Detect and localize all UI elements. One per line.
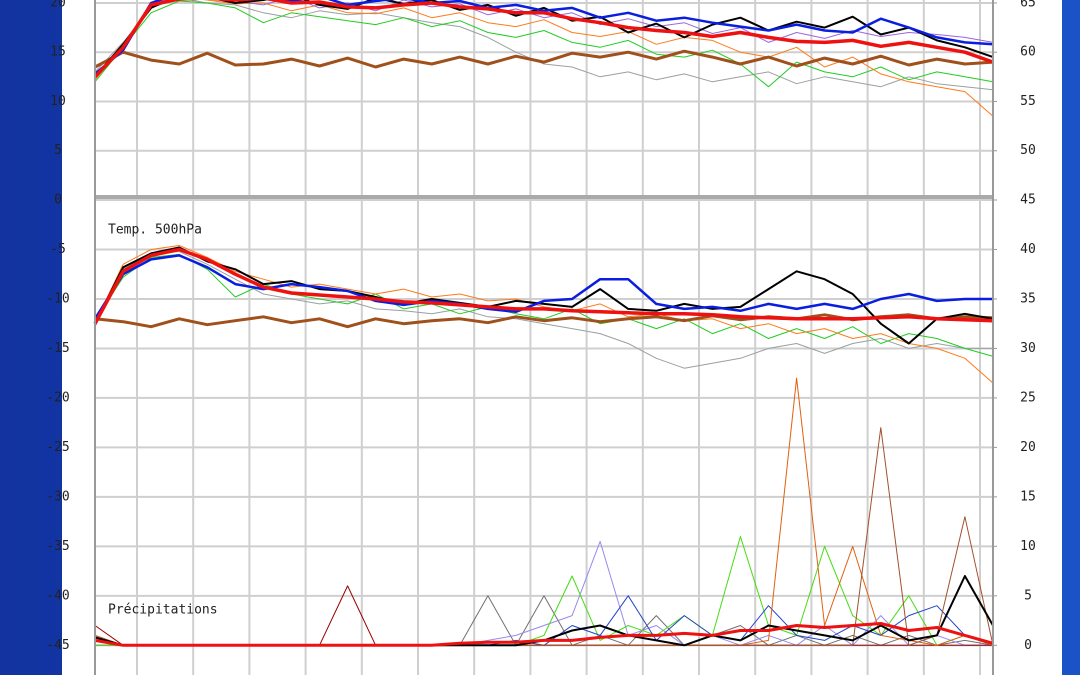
y-tick-label: 15 [50,45,66,60]
y-tick-label: 20 [50,0,66,10]
y2-tick-label: 45 [1020,193,1036,208]
y2-tick-label: 60 [1020,45,1036,60]
annotation: Précipitations [108,603,218,618]
annotation: Temp. 500hPa [108,223,202,238]
series-line [94,253,994,357]
y2-tick-label: 5 [1024,588,1032,603]
vertical-grid [136,0,981,675]
series-line [94,251,993,369]
y-tick-label: -45 [46,638,69,653]
y-tick-label: -5 [50,242,66,257]
y2-tick-label: 20 [1020,440,1036,455]
y2-tick-label: 55 [1020,94,1036,109]
y-tick-label: 10 [50,94,66,109]
y-tick-label: 0 [54,193,62,208]
series-line [94,246,994,345]
series-line [94,0,994,78]
y-tick-label: -25 [46,440,69,455]
y-tick-label: -40 [46,588,69,603]
series-line [94,0,994,117]
y2-tick-label: 10 [1020,539,1036,554]
series-line [94,622,994,647]
series-line [93,254,993,320]
y2-tick-label: 65 [1020,0,1036,10]
series-line [93,247,994,325]
y2-tick-label: 15 [1020,489,1036,504]
plot: 051015204550556065-45-40-35-30-25-20-15-… [46,0,1036,653]
panel-background [62,0,1062,675]
y-tick-label: 5 [54,143,62,158]
series-line [94,0,994,91]
y2-tick-label: 0 [1024,638,1032,653]
y-tick-label: -10 [46,291,69,306]
y-tick-label: -35 [46,539,69,554]
y2-tick-label: 25 [1020,390,1036,405]
series-line [94,0,994,88]
y-tick-label: -15 [46,341,69,356]
y-tick-label: -20 [46,390,69,405]
y2-tick-label: 40 [1020,242,1036,257]
y2-tick-label: 35 [1020,291,1036,306]
series-line [93,0,994,79]
y2-tick-label: 30 [1020,341,1036,356]
series-line [94,49,994,69]
y2-tick-label: 50 [1020,143,1036,158]
y-tick-label: -30 [46,489,69,504]
series-line [94,0,994,75]
